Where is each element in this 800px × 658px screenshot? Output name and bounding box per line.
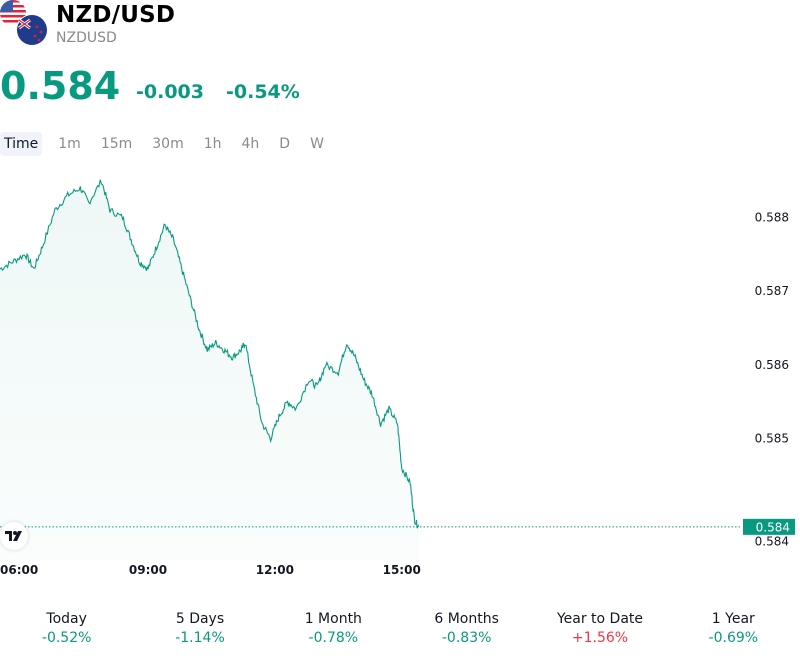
x-tick-label: 09:00 bbox=[129, 563, 167, 577]
tab-1m[interactable]: 1m bbox=[58, 136, 81, 152]
perf-label: 1 Year bbox=[711, 611, 755, 627]
series-line bbox=[0, 179, 420, 529]
last-price-label: 0.584 bbox=[756, 520, 790, 534]
last-price-badge bbox=[743, 518, 795, 535]
performance-summary: Today -0.52% 5 Days -1.14% 1 Month -0.78… bbox=[0, 610, 800, 650]
perf-6-months[interactable]: 6 Months -0.83% bbox=[400, 610, 533, 650]
y-tick-label: 0.586 bbox=[755, 358, 789, 372]
perf-value: -1.14% bbox=[175, 630, 225, 646]
y-tick-label: 0.588 bbox=[755, 210, 789, 224]
tab-time[interactable]: Time bbox=[0, 132, 43, 156]
perf-value: -0.83% bbox=[441, 630, 492, 646]
perf-value: -0.69% bbox=[708, 630, 759, 646]
perf-label: 6 Months bbox=[434, 611, 499, 627]
tab-30m[interactable]: 30m bbox=[152, 136, 184, 152]
price-chart[interactable]: 0.584 0.588 0.587 0.586 0.585 0.584 06:00 09:00… bbox=[0, 160, 800, 590]
tradingview-logo-icon[interactable] bbox=[0, 522, 28, 550]
x-tick-label: 15:00 bbox=[383, 563, 421, 577]
perf-label: 1 Month bbox=[304, 611, 362, 627]
y-tick-label: 0.585 bbox=[755, 431, 789, 445]
current-price: 0.584 bbox=[0, 64, 121, 108]
perf-1-month[interactable]: 1 Month -0.78% bbox=[267, 610, 400, 650]
nz-flag-icon bbox=[16, 14, 48, 46]
perf-label: 5 Days bbox=[175, 611, 225, 627]
tab-4h[interactable]: 4h bbox=[241, 136, 260, 152]
perf-label: Today bbox=[46, 611, 87, 627]
series-area bbox=[0, 179, 419, 561]
price-change-percent: -0.54% bbox=[226, 81, 300, 103]
tab-d[interactable]: D bbox=[279, 136, 291, 152]
perf-1-year[interactable]: 1 Year -0.69% bbox=[667, 610, 800, 650]
tab-w[interactable]: W bbox=[310, 136, 324, 152]
currency-flags bbox=[0, 0, 50, 50]
perf-label: Year to Date bbox=[556, 611, 643, 627]
tab-15m[interactable]: 15m bbox=[100, 136, 133, 152]
perf-today[interactable]: Today -0.52% bbox=[0, 610, 133, 650]
price-change: -0.003 bbox=[136, 81, 204, 103]
perf-5-days[interactable]: 5 Days -1.14% bbox=[133, 610, 266, 650]
tab-1h[interactable]: 1h bbox=[203, 136, 222, 152]
perf-value: +1.56% bbox=[571, 630, 629, 646]
perf-year-to-date[interactable]: Year to Date +1.56% bbox=[533, 610, 666, 650]
perf-value: -0.78% bbox=[308, 630, 359, 646]
y-tick-label: 0.587 bbox=[755, 284, 789, 298]
x-tick-label: 12:00 bbox=[256, 563, 294, 577]
y-tick-label: 0.584 bbox=[755, 535, 789, 549]
pair-title: NZD/USD bbox=[56, 2, 176, 28]
pair-symbol: NZDUSD bbox=[56, 30, 117, 46]
timeframe-tabs: Time 1m 15m 30m 1h 4h D W bbox=[0, 132, 334, 156]
perf-value: -0.52% bbox=[41, 630, 92, 646]
x-tick-label: 06:00 bbox=[0, 563, 38, 577]
